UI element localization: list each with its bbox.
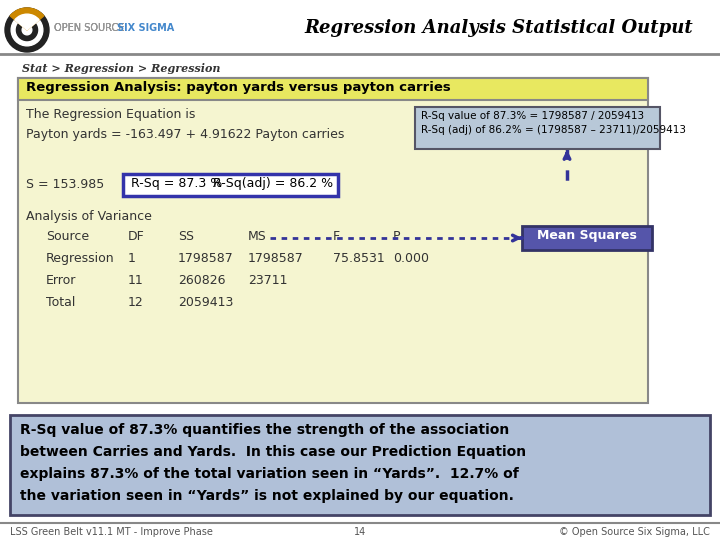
Text: P: P [393, 230, 400, 243]
Text: Total: Total [46, 296, 76, 309]
Bar [10, 415, 710, 515]
Text: Analysis of Variance: Analysis of Variance [26, 210, 152, 223]
Text: 2059413: 2059413 [178, 296, 233, 309]
Text: explains 87.3% of the total variation seen in “Yards”.  12.7% of: explains 87.3% of the total variation se… [20, 467, 518, 481]
Text: Mean Squares: Mean Squares [537, 229, 637, 242]
Text: the variation seen in “Yards” is not explained by our equation.: the variation seen in “Yards” is not exp… [20, 489, 514, 503]
Bar [123, 174, 338, 196]
Text: SIX SIGMA: SIX SIGMA [117, 23, 174, 33]
Bar [522, 226, 652, 250]
Text: Payton yards = -163.497 + 4.91622 Payton carries: Payton yards = -163.497 + 4.91622 Payton… [26, 128, 344, 141]
Circle shape [17, 19, 37, 40]
Text: OPEN SOURCE: OPEN SOURCE [54, 23, 127, 33]
Text: 11: 11 [128, 274, 144, 287]
Wedge shape [15, 14, 39, 30]
Text: OPEN SOURCE: OPEN SOURCE [54, 23, 127, 33]
Bar [18, 78, 648, 100]
Text: R-Sq(adj) = 86.2 %: R-Sq(adj) = 86.2 % [213, 177, 333, 190]
Circle shape [22, 25, 32, 35]
Circle shape [5, 8, 49, 52]
Text: between Carries and Yards.  In this case our Prediction Equation: between Carries and Yards. In this case … [20, 445, 526, 459]
Text: Regression Analysis: payton yards versus payton carries: Regression Analysis: payton yards versus… [26, 81, 451, 94]
Text: R-Sq value of 87.3% quantifies the strength of the association: R-Sq value of 87.3% quantifies the stren… [20, 423, 509, 437]
Text: 75.8531: 75.8531 [333, 252, 384, 265]
Text: Source: Source [46, 230, 89, 243]
Text: 12: 12 [128, 296, 144, 309]
Text: DF: DF [128, 230, 145, 243]
Text: S = 153.985: S = 153.985 [26, 178, 104, 191]
Text: 23711: 23711 [248, 274, 287, 287]
Text: F: F [333, 230, 340, 243]
Text: LSS Green Belt v11.1 MT - Improve Phase: LSS Green Belt v11.1 MT - Improve Phase [10, 527, 213, 537]
Text: 0.000: 0.000 [393, 252, 429, 265]
Text: 14: 14 [354, 527, 366, 537]
Wedge shape [10, 8, 44, 30]
Text: OPEN SOURCE: OPEN SOURCE [54, 23, 127, 33]
Text: Error: Error [46, 274, 76, 287]
Text: The Regression Equation is: The Regression Equation is [26, 108, 195, 121]
Text: R-Sq value of 87.3% = 1798587 / 2059413: R-Sq value of 87.3% = 1798587 / 2059413 [421, 111, 644, 121]
Text: R-Sq (adj) of 86.2% = (1798587 – 23711)/2059413: R-Sq (adj) of 86.2% = (1798587 – 23711)/… [421, 125, 686, 135]
Text: © Open Source Six Sigma, LLC: © Open Source Six Sigma, LLC [559, 527, 710, 537]
Bar [415, 107, 660, 149]
Text: 1798587: 1798587 [248, 252, 304, 265]
Circle shape [12, 14, 43, 46]
Text: SS: SS [178, 230, 194, 243]
Text: Regression Analysis Statistical Output: Regression Analysis Statistical Output [305, 19, 693, 37]
Text: 1798587: 1798587 [178, 252, 234, 265]
Text: Regression: Regression [46, 252, 114, 265]
Text: Stat > Regression > Regression: Stat > Regression > Regression [22, 63, 220, 74]
Bar [18, 78, 648, 403]
Text: R-Sq = 87.3 %: R-Sq = 87.3 % [131, 177, 222, 190]
Text: 260826: 260826 [178, 274, 225, 287]
Text: 1: 1 [128, 252, 136, 265]
Text: MS: MS [248, 230, 266, 243]
